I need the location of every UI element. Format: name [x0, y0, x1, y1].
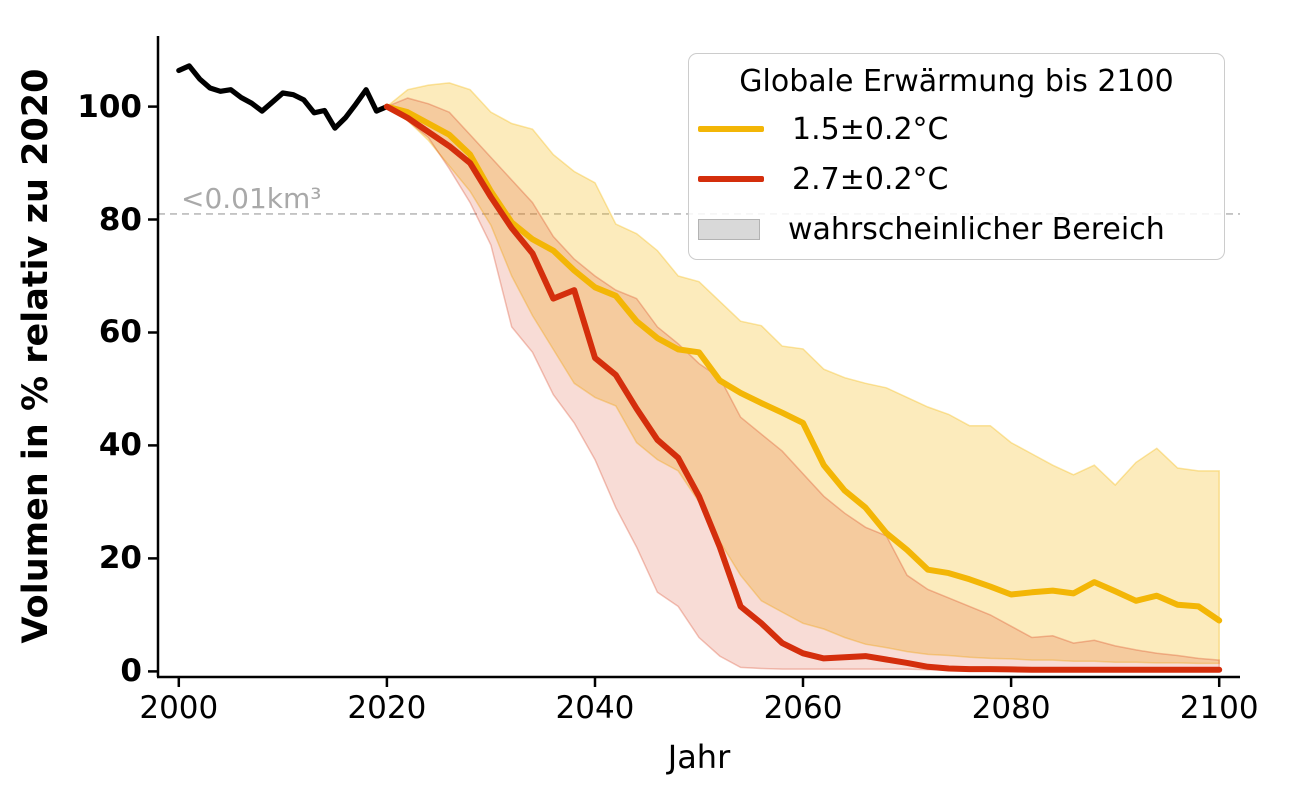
x-tick-label: 2080 [971, 690, 1051, 726]
legend-label-2.7C: 2.7±0.2°C [792, 161, 949, 197]
legend-item-2.7C: 2.7±0.2°C [689, 154, 1224, 204]
y-tick-label: 100 [77, 88, 142, 125]
y-tick-label: 80 [98, 201, 142, 238]
legend-line-swatch-1.5C [698, 126, 764, 132]
legend-item-likely-range: wahrscheinlicher Bereich [689, 204, 1224, 254]
legend-line-swatch-2.7C [698, 176, 764, 182]
scenario-line-2.7C [383, 103, 1223, 673]
x-tick-label: 2000 [139, 690, 219, 726]
x-tick-label: 2020 [347, 690, 427, 726]
historical-line [176, 63, 390, 131]
x-tick-label: 2040 [555, 690, 635, 726]
y-tick-label: 40 [98, 427, 142, 464]
confidence-band-1.5C [385, 82, 1220, 665]
legend-label-likely-range: wahrscheinlicher Bereich [788, 211, 1165, 247]
x-axis-title: Jahr [667, 738, 731, 776]
y-tick-label: 60 [98, 314, 142, 351]
x-tick-label: 2060 [763, 690, 843, 726]
x-tick-label: 2100 [1179, 690, 1259, 726]
threshold-label: <0.01km³ [181, 182, 322, 215]
legend-title: Globale Erwärmung bis 2100 [739, 64, 1174, 99]
y-tick-label: 20 [98, 540, 142, 577]
legend-item-1.5C: 1.5±0.2°C [689, 104, 1224, 154]
y-tick-label: 0 [120, 653, 142, 690]
scenario-line-1.5C [383, 103, 1223, 624]
legend: Globale Erwärmung bis 2100 1.5±0.2°C 2.7… [688, 53, 1225, 260]
legend-label-1.5C: 1.5±0.2°C [792, 111, 949, 147]
legend-patch-swatch-likely-range [698, 218, 760, 240]
